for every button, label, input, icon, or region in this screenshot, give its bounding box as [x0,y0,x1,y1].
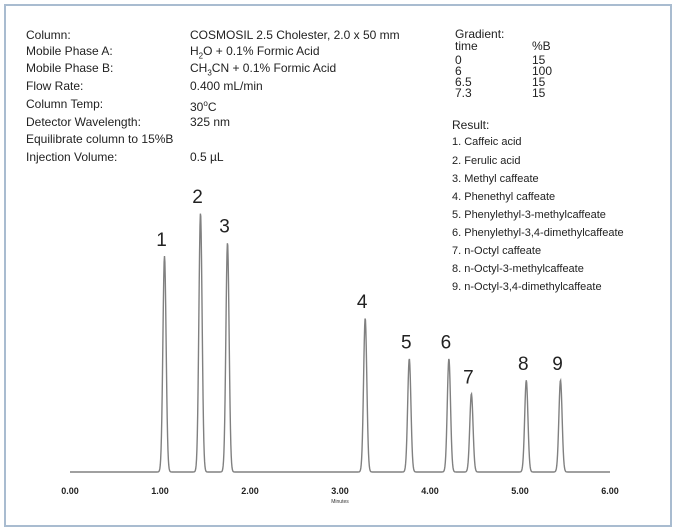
peak-label: 5 [401,333,412,354]
chromatogram-trace [70,213,610,473]
gradient-row-time: 6 [455,64,462,78]
detector-wavelength-value: 325 nm [190,115,231,129]
x-tick-label: 5.00 [511,486,529,496]
result-item: 7. n-Octyl caffeate [452,245,542,257]
result-item: 1. Caffeic acid [452,136,522,148]
gradient-col-time: time [455,39,478,53]
detector-wavelength-label: Detector Wavelength: [26,115,141,129]
peak-label: 9 [552,354,563,375]
x-tick-label: 6.00 [601,486,619,496]
column-temp-label: Column Temp: [26,97,104,111]
gradient-title: Gradient: [455,27,505,41]
result-title: Result: [452,118,490,132]
injection-volume-value: 0.5 µL [190,150,224,164]
figure-frame [4,4,672,527]
result-item: 6. Phenylethyl-3,4-dimethylcaffeate [452,227,624,239]
gradient-row-time: 0 [455,53,462,67]
equilibrate-text: Equilibrate column to 15%B [26,132,174,146]
gradient-row-b: 100 [532,64,553,78]
mobile-phase-b-value: CH3CN + 0.1% Formic Acid [190,61,337,78]
mobile-phase-a-value: H2O + 0.1% Formic Acid [190,44,320,61]
gradient-row-b: 15 [532,75,546,89]
column-value: COSMOSIL 2.5 Cholester, 2.0 x 50 mm [190,28,400,42]
peak-label: 2 [192,187,203,208]
gradient-row-time: 6.5 [455,75,472,89]
x-tick-label: 3.00 [331,486,349,496]
x-axis-label: Minutes [331,499,349,505]
result-item: 4. Phenethyl caffeate [452,191,556,203]
mobile-phase-b-label: Mobile Phase B: [26,61,114,75]
peak-label: 4 [357,292,368,313]
gradient-row-b: 15 [532,86,546,100]
mobile-phase-a-label: Mobile Phase A: [26,44,113,58]
peak-label: 7 [463,368,474,389]
peak-label: 8 [518,354,529,375]
result-item: 5. Phenylethyl-3-methylcaffeate [452,209,606,221]
x-tick-label: 1.00 [151,486,169,496]
gradient-row-time: 7.3 [455,86,472,100]
x-tick-label: 0.00 [61,486,79,496]
peak-label: 3 [219,217,230,238]
peak-label: 6 [441,333,452,354]
result-item: 3. Methyl caffeate [452,173,539,185]
gradient-row-b: 15 [532,53,546,67]
result-item: 8. n-Octyl-3-methylcaffeate [452,263,584,275]
flow-rate-value: 0.400 mL/min [190,79,263,93]
gradient-col-b: %B [532,39,551,53]
peak-label: 1 [156,230,167,251]
x-tick-label: 4.00 [421,486,439,496]
flow-rate-label: Flow Rate: [26,79,84,93]
result-item: 2. Ferulic acid [452,155,521,167]
injection-volume-label: Injection Volume: [26,150,118,164]
result-item: 9. n-Octyl-3,4-dimethylcaffeate [452,281,602,293]
column-temp-value: 30oC [190,99,217,114]
column-label: Column: [26,28,71,42]
x-tick-label: 2.00 [241,486,259,496]
